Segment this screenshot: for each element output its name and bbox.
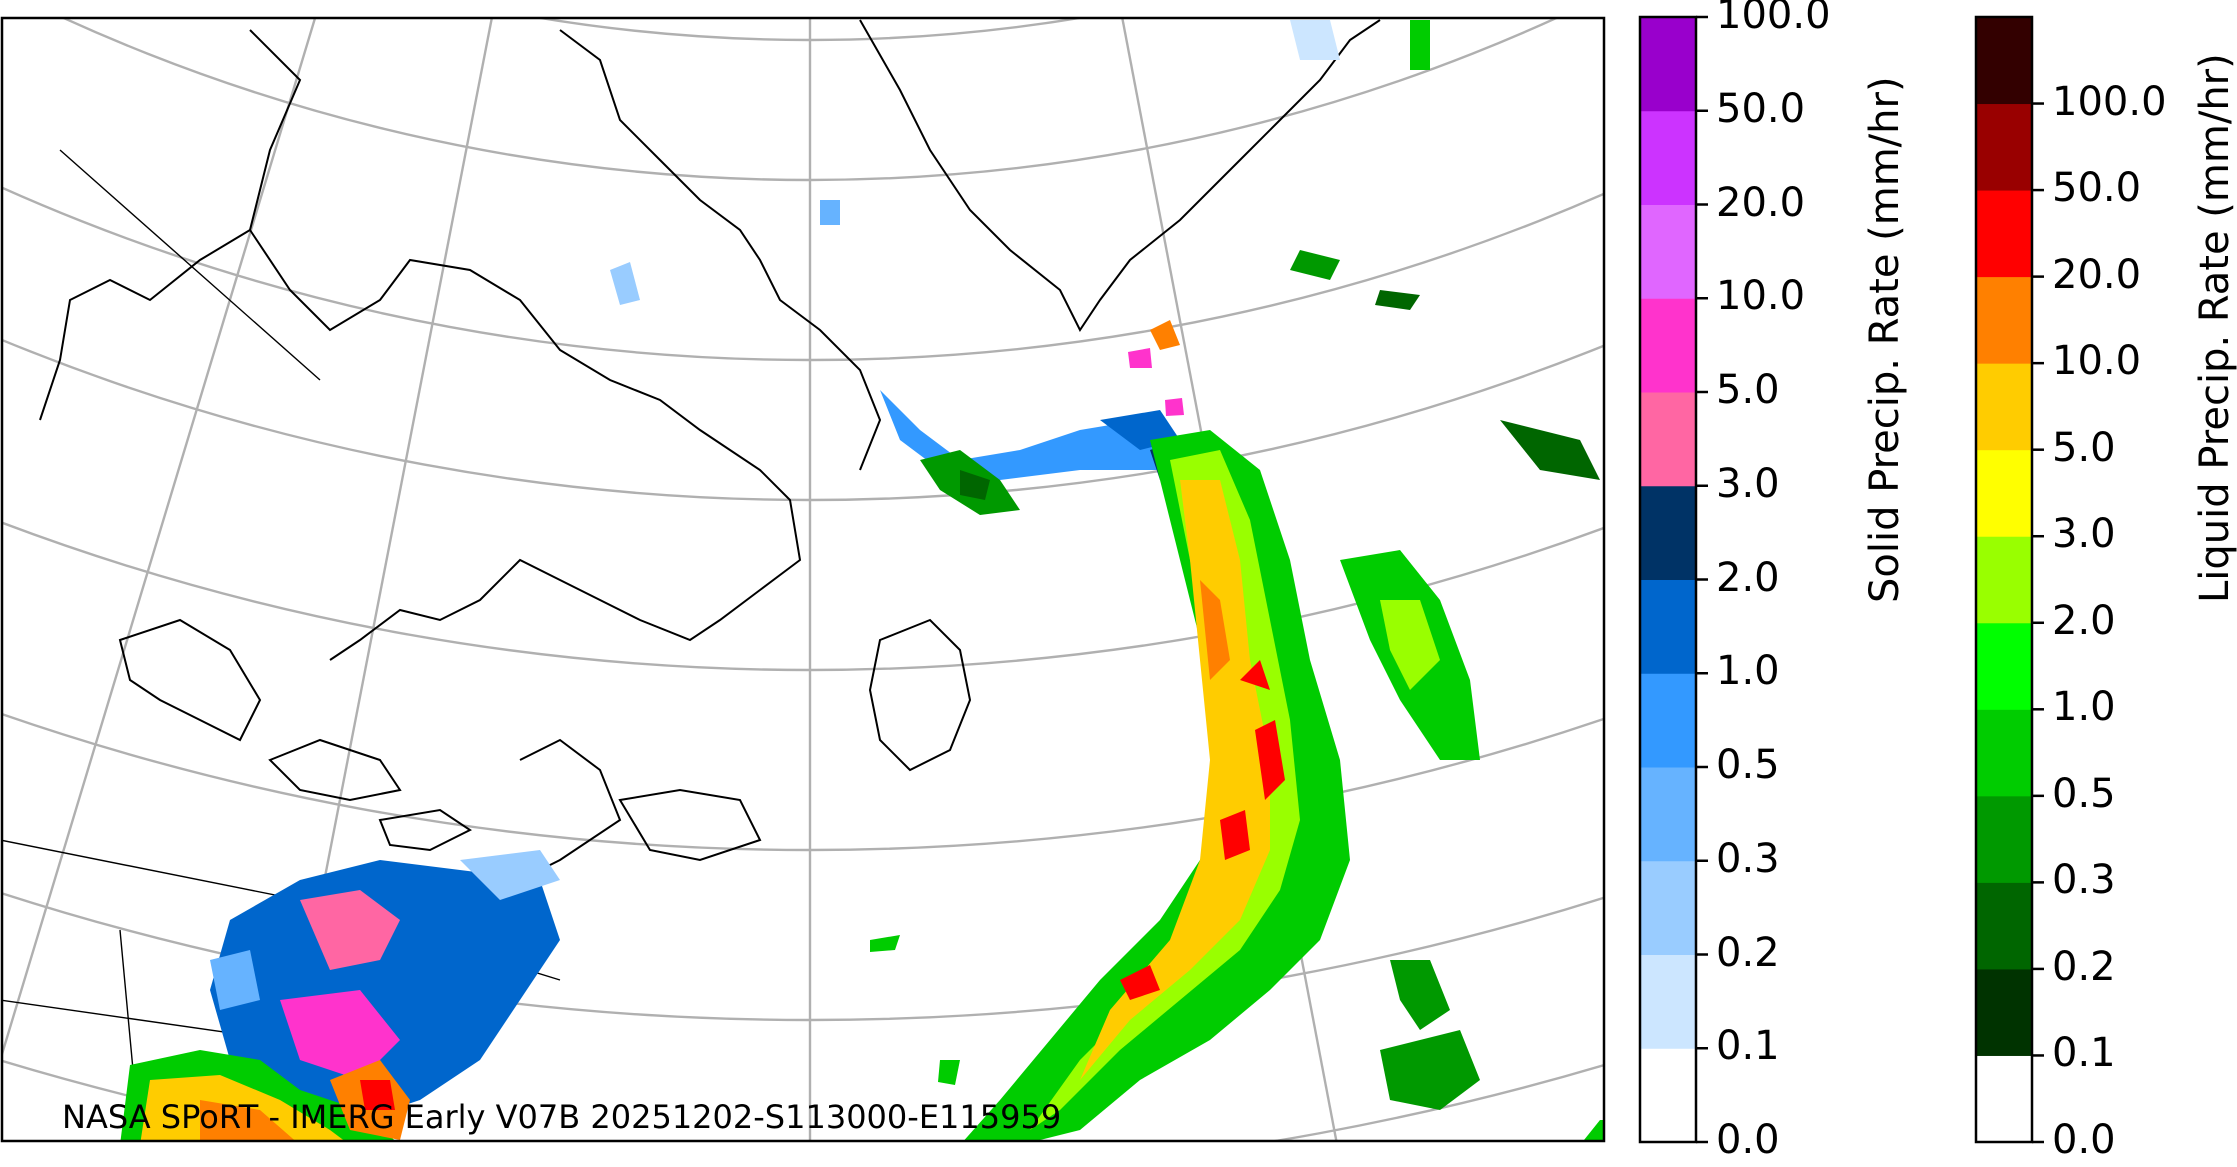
liquid-color-segment: [1976, 449, 2032, 537]
liquid-tick-label: 0.3: [2052, 857, 2116, 904]
solid-color-segment: [1640, 110, 1696, 205]
solid-tick-label: 5.0: [1716, 367, 1780, 413]
liquid-tick-label: 0.2: [2052, 943, 2116, 990]
solid-color-segment: [1640, 673, 1696, 768]
liquid-tick-label: 0.1: [2052, 1030, 2116, 1077]
liquid-tick-label: 0.0: [2052, 1117, 2116, 1163]
solid-color-segment: [1640, 298, 1696, 393]
liquid-color-segment: [1976, 190, 2032, 278]
liquid-tick-label: 100.0: [2052, 78, 2167, 125]
solid-color-segment: [1640, 860, 1696, 955]
solid-precip-field: [210, 20, 1340, 1120]
liquid-tick-label: 5.0: [2052, 424, 2116, 471]
solid-color-segment: [1640, 392, 1696, 487]
solid-color-segment: [1640, 954, 1696, 1049]
liquid-color-segment: [1976, 622, 2032, 710]
solid-tick-label: 0.3: [1716, 835, 1780, 882]
solid-color-segment: [1640, 17, 1696, 112]
liquid-tick-label: 0.5: [2052, 770, 2116, 817]
solid-tick-label: 3.0: [1716, 460, 1780, 507]
map-border: [0, 16, 1606, 1143]
solid-tick-label: 50.0: [1716, 85, 1806, 132]
solid-color-segment: [1640, 579, 1696, 674]
coastlines: [39, 19, 1381, 1141]
liquid-colorbar-title: Liquid Precip. Rate (mm/hr): [2192, 52, 2237, 603]
solid-tick-label: 2.0: [1716, 554, 1780, 601]
liquid-tick-label: 3.0: [2052, 511, 2116, 558]
solid-color-segment: [1640, 204, 1696, 299]
liquid-color-segment: [1976, 103, 2032, 191]
liquid-color-segment: [1976, 17, 2032, 105]
solid-tick-label: 20.0: [1716, 179, 1806, 226]
solid-tick-label: 0.5: [1716, 742, 1780, 788]
solid-tick-label: 100.0: [1716, 0, 1831, 38]
liquid-precip-field: [120, 20, 1604, 1141]
solid-color-segment: [1640, 767, 1696, 862]
solid-tick-label: 0.1: [1716, 1023, 1780, 1070]
liquid-tick-label: 2.0: [2052, 597, 2116, 644]
liquid-color-segment: [1976, 709, 2032, 797]
solid-color-segment: [1640, 485, 1696, 580]
precipitation-map: [0, 16, 1606, 1143]
liquid-color-segment: [1976, 882, 2032, 970]
liquid-colorbar-border: [1974, 15, 2034, 1144]
liquid-tick-label: 20.0: [2052, 251, 2142, 298]
liquid-color-segment: [1976, 795, 2032, 883]
solid-tick-label: 1.0: [1716, 648, 1780, 695]
liquid-tick-label: 50.0: [2052, 165, 2142, 212]
liquid-tick-label: 10.0: [2052, 338, 2142, 385]
liquid-color-segment: [1976, 1055, 2032, 1143]
solid-tick-label: 0.0: [1716, 1117, 1780, 1163]
liquid-color-segment: [1976, 276, 2032, 364]
solid-color-segment: [1640, 1048, 1696, 1143]
liquid-tick-label: 1.0: [2052, 684, 2116, 731]
solid-tick-label: 0.2: [1716, 929, 1780, 976]
liquid-color-segment: [1976, 363, 2032, 451]
solid-tick-label: 10.0: [1716, 273, 1806, 320]
map-footer-caption: NASA SPoRT - IMERG Early V07B 20251202-S…: [62, 1098, 1062, 1136]
liquid-color-segment: [1976, 968, 2032, 1056]
liquid-color-segment: [1976, 536, 2032, 624]
